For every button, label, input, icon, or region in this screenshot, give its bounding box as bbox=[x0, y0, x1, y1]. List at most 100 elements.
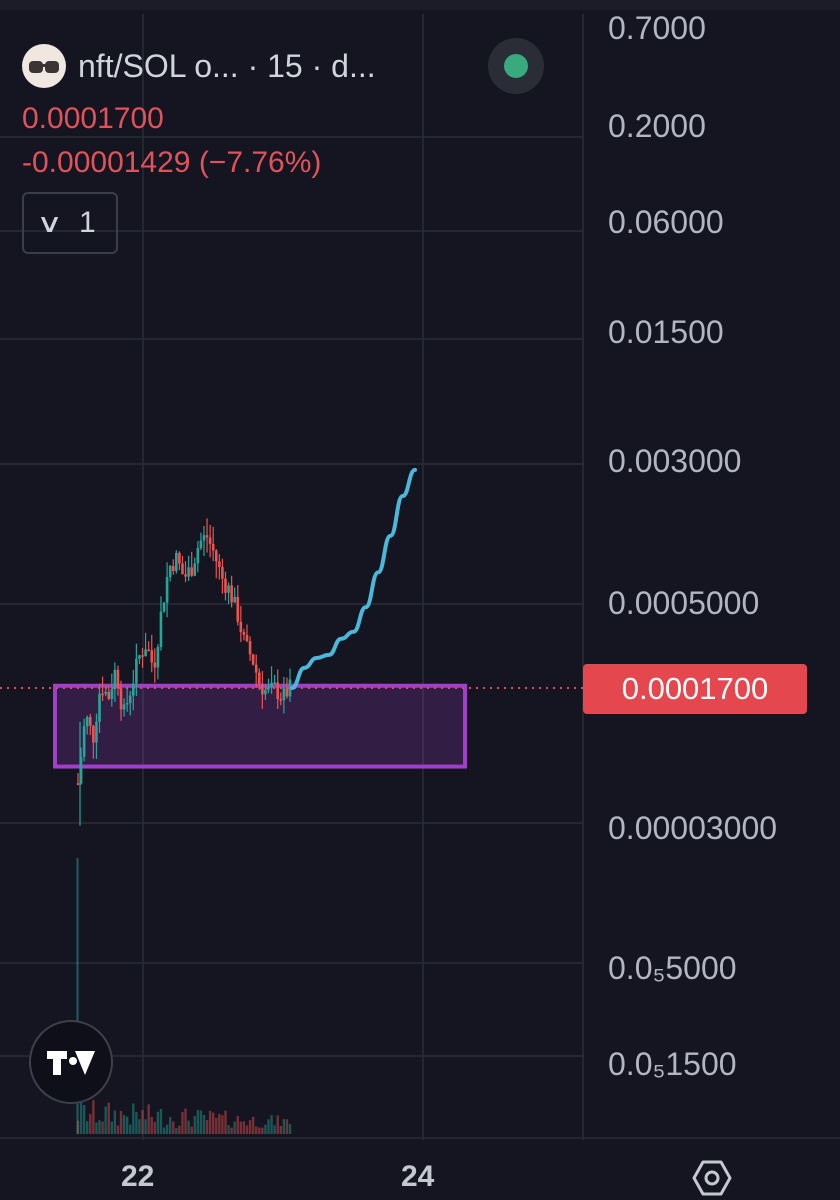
candle-body bbox=[138, 655, 141, 659]
volume-bar bbox=[116, 1125, 120, 1134]
volume-bar bbox=[79, 1101, 83, 1134]
separator: · bbox=[311, 47, 323, 84]
volume-bar bbox=[144, 1119, 147, 1134]
volume-bar bbox=[162, 1127, 166, 1134]
candle-body bbox=[218, 561, 221, 567]
candle-body bbox=[208, 537, 212, 545]
symbol-title[interactable]: nft/SOL o... · 15 · d... bbox=[78, 48, 376, 85]
candle-body bbox=[264, 689, 267, 695]
candle-body bbox=[242, 632, 246, 635]
volume-bar bbox=[132, 1103, 135, 1134]
candle-body bbox=[110, 689, 114, 699]
volume-bar bbox=[251, 1116, 255, 1134]
settings-hexagon-icon[interactable] bbox=[692, 1158, 732, 1198]
volume-bar bbox=[113, 1110, 117, 1134]
candle-body bbox=[273, 682, 276, 684]
symbol-name: nft/SOL o... bbox=[78, 47, 239, 84]
market-status-indicator[interactable] bbox=[488, 38, 544, 94]
live-dot-icon bbox=[504, 54, 528, 78]
candle-body bbox=[171, 565, 175, 572]
volume-bar bbox=[181, 1112, 184, 1134]
volume-bar bbox=[230, 1127, 233, 1134]
candle-body bbox=[168, 565, 172, 578]
projection-layer bbox=[290, 467, 417, 690]
candle-body bbox=[248, 640, 252, 655]
candle-body bbox=[227, 585, 230, 593]
volume-bar bbox=[104, 1106, 107, 1134]
volume-layer bbox=[76, 858, 292, 1134]
top-strip bbox=[0, 0, 840, 10]
volume-bar bbox=[273, 1125, 276, 1134]
candle-body bbox=[233, 596, 236, 603]
tradingview-logo-icon[interactable] bbox=[29, 1020, 113, 1104]
volume-bar bbox=[236, 1115, 239, 1134]
volume-bar bbox=[141, 1109, 144, 1134]
y-tick-label: 0.01500 bbox=[608, 314, 724, 350]
volume-bar bbox=[150, 1116, 153, 1134]
candle-body bbox=[187, 567, 190, 577]
candle-body bbox=[288, 679, 292, 697]
x-tick-label: 24 bbox=[401, 1160, 435, 1193]
volume-bar bbox=[233, 1121, 236, 1134]
candle-body bbox=[221, 566, 224, 579]
last-price: 0.0001700 bbox=[22, 102, 164, 135]
candle-body bbox=[135, 658, 138, 684]
candle-body bbox=[147, 649, 150, 651]
volume-bar bbox=[288, 1123, 292, 1134]
candle-body bbox=[162, 602, 166, 612]
symbol-header[interactable]: nft/SOL o... · 15 · d... bbox=[22, 44, 376, 88]
support-zone-layer bbox=[0, 683, 583, 769]
y-tick-label: 0.0005000 bbox=[608, 585, 760, 621]
candle-body bbox=[101, 693, 104, 696]
volume-bar bbox=[279, 1125, 282, 1134]
candle-body bbox=[239, 621, 243, 633]
indicators-toggle-button[interactable]: ∨ 1 bbox=[22, 192, 118, 254]
candle-body bbox=[205, 535, 209, 538]
candle-body bbox=[279, 699, 283, 701]
candle-body bbox=[119, 688, 123, 710]
volume-bar bbox=[95, 1122, 98, 1134]
volume-bar bbox=[190, 1126, 193, 1134]
separator: · bbox=[247, 47, 259, 84]
exchange-suffix: d... bbox=[331, 47, 376, 84]
candle-body bbox=[285, 688, 289, 697]
volume-bar bbox=[138, 1119, 141, 1134]
y-tick-label: 0.003000 bbox=[608, 443, 742, 479]
volume-bar bbox=[187, 1120, 190, 1134]
volume-bar bbox=[208, 1110, 212, 1134]
candle-body bbox=[202, 535, 206, 541]
candle-body bbox=[113, 669, 117, 690]
y-tick-label: 0.06000 bbox=[608, 204, 724, 240]
volume-bar bbox=[264, 1124, 267, 1134]
candle-body bbox=[128, 695, 132, 703]
volume-bar bbox=[107, 1102, 110, 1134]
volume-bar bbox=[196, 1110, 200, 1134]
candle-body bbox=[181, 563, 184, 575]
volume-bar bbox=[242, 1121, 246, 1134]
candle-body bbox=[178, 552, 181, 564]
price-change: -0.00001429 (−7.76%) bbox=[22, 146, 322, 179]
nft-token-logo-icon bbox=[22, 44, 66, 88]
volume-bar bbox=[178, 1125, 181, 1134]
candle-body bbox=[282, 688, 286, 701]
candle-layer bbox=[76, 518, 292, 826]
projection-path bbox=[290, 467, 417, 690]
candle-body bbox=[150, 650, 154, 663]
candle-body bbox=[251, 654, 255, 665]
candle-body bbox=[98, 693, 101, 722]
candle-body bbox=[211, 544, 215, 551]
support-zone-box bbox=[53, 683, 467, 769]
candle-body bbox=[85, 716, 89, 727]
volume-bar bbox=[267, 1119, 270, 1134]
candle-body bbox=[141, 655, 144, 657]
volume-bar bbox=[270, 1115, 273, 1134]
candle-body bbox=[107, 691, 111, 699]
volume-bar bbox=[224, 1110, 227, 1134]
candle-body bbox=[214, 550, 218, 562]
candle-body bbox=[267, 687, 270, 690]
candle-body bbox=[144, 649, 147, 657]
y-tick-label: 0.0₅5000 bbox=[608, 950, 737, 986]
volume-bar bbox=[215, 1117, 218, 1134]
volume-bar bbox=[282, 1119, 286, 1134]
